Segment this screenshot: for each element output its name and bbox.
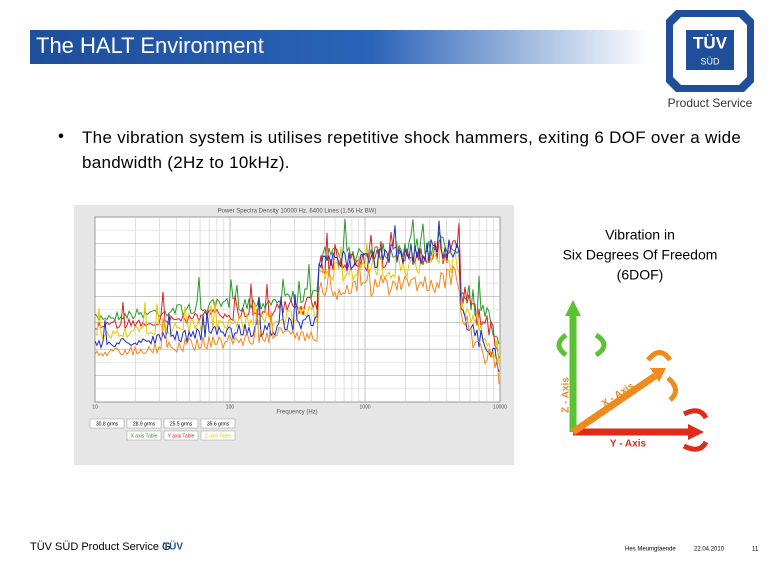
legend-box — [163, 430, 199, 441]
legend-box — [126, 430, 162, 441]
legend-box — [126, 418, 162, 429]
logo-brand: TÜV — [693, 33, 728, 52]
footer-dept: Hes Meumgtaende — [625, 547, 676, 553]
figure-title: Power Spectra Density 10000 Hz, 6400 Lin… — [218, 209, 377, 215]
logo: TÜV SÜD — [666, 10, 754, 92]
diagram-caption: Six Degrees Of Freedom — [563, 247, 718, 263]
dof-diagram — [556, 300, 709, 452]
diagram-caption: (6DOF) — [617, 267, 664, 283]
z-axis-label: Z - Axis — [561, 377, 572, 413]
figure-x-label: Frequency (Hz) — [276, 410, 317, 416]
bullet-box: The vibration system is utilises repetit… — [82, 128, 742, 172]
legend-label: X axis Table — [131, 433, 158, 439]
figure-x-tick: 10000 — [493, 404, 507, 410]
logo-caption: Product Service — [668, 96, 753, 110]
title-bar — [30, 30, 650, 64]
legend-box — [200, 418, 236, 429]
figure-x-tick: 100 — [226, 404, 235, 410]
legend-box — [89, 418, 125, 429]
footer-left: TÜV SÜD Product Service G — [30, 541, 171, 553]
legend-box — [163, 418, 199, 429]
spectrum-trace — [94, 256, 500, 385]
spectrum-figure: Power Spectra Density 10000 Hz, 6400 Lin… — [74, 205, 514, 465]
legend-box — [200, 430, 236, 441]
logo-sub: SÜD — [700, 56, 720, 66]
footer-date: 22.04.2010 — [694, 547, 725, 553]
legend-rms: 35.6 grms — [207, 421, 230, 427]
y-axis-label: Y - Axis — [610, 439, 647, 450]
footer-logo: TÜV — [163, 540, 183, 553]
footer-page: 11 — [752, 547, 759, 553]
bullet-mark: • — [58, 126, 64, 145]
legend-rms: 28.9 grms — [133, 421, 156, 427]
legend-rms: 25.5 grms — [170, 421, 193, 427]
slide-title: The HALT Environment — [36, 33, 264, 58]
diagram-caption: Vibration in — [605, 227, 675, 243]
bullet-text: The vibration system is utilises repetit… — [82, 128, 742, 172]
legend-label: Z axis Table — [205, 433, 232, 439]
figure-x-tick: 1000 — [359, 404, 370, 410]
legend-label: Y axis Table — [168, 433, 195, 439]
figure-x-tick: 10 — [92, 404, 98, 410]
legend-rms: 30.8 grms — [96, 421, 119, 427]
